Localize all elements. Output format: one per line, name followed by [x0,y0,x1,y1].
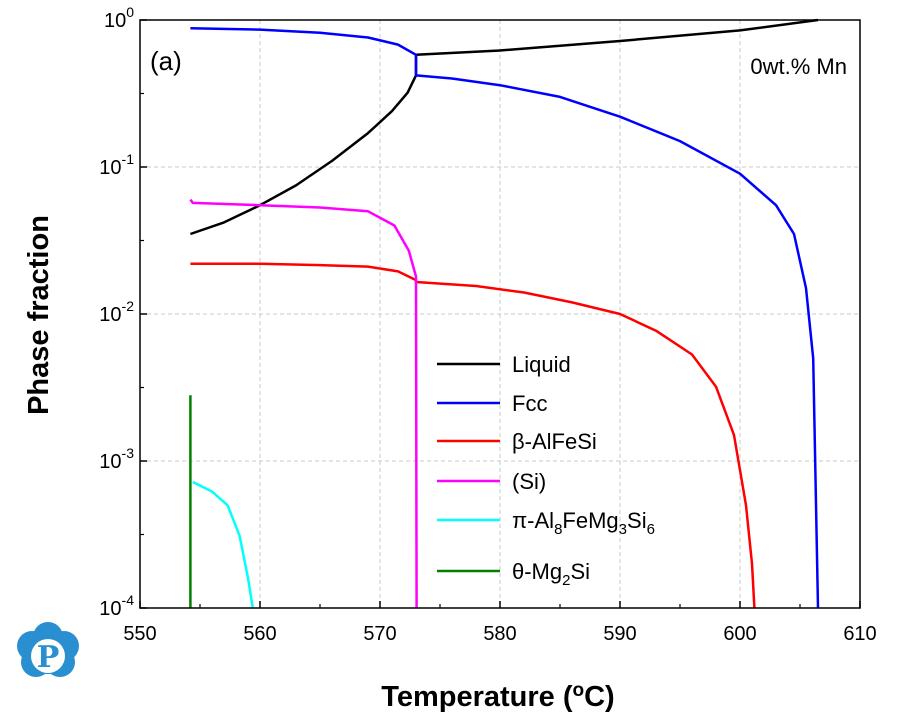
legend: Liquid Fcc β-AlFeSi (Si) π-Al8FeMg3Si6 θ… [437,352,655,589]
y-tick-label: 10-1 [99,151,134,179]
series-line-liquid [189,18,819,236]
x-tick-label: 550 [123,623,156,645]
legend-label-fcc: Fcc [512,391,547,416]
y-tick-label: 10-4 [99,592,134,620]
x-tick-label: 590 [603,623,636,645]
y-axis-title: Phase fraction [23,215,55,415]
panel-label: (a) [150,46,182,76]
series-line-fcc [190,26,820,609]
legend-label-pi-phase: π-Al8FeMg3Si6 [512,508,655,538]
y-tick-label: 100 [104,4,134,32]
legend-label-liquid: Liquid [512,352,571,377]
x-axis-ticks: 550 560 570 580 590 600 610 [123,601,877,645]
x-tick-label: 570 [363,623,396,645]
legend-label-theta-mg2si: θ-Mg2Si [512,559,590,589]
x-tick-label: 560 [243,623,276,645]
series-layer [189,18,820,609]
y-tick-label: 10-3 [99,445,134,473]
legend-label-si: (Si) [512,469,546,494]
brand-logo-icon: P [17,622,79,677]
series-line-alfesi [190,262,756,609]
series-line-si [189,198,418,609]
legend-label-beta-alfesi: β-AlFeSi [512,429,597,454]
svg-text:P: P [37,640,60,675]
composition-label: 0wt.% Mn [750,54,847,79]
y-axis-ticks: 100 10-1 10-2 10-3 10-4 [99,4,147,620]
x-axis-title: Temperature (oC) [381,680,614,713]
x-tick-label: 580 [483,623,516,645]
y-tick-label: 10-2 [99,298,134,326]
x-tick-label: 600 [723,623,756,645]
x-tick-label: 610 [843,623,876,645]
series-line-al8femg3si6 [192,480,255,609]
